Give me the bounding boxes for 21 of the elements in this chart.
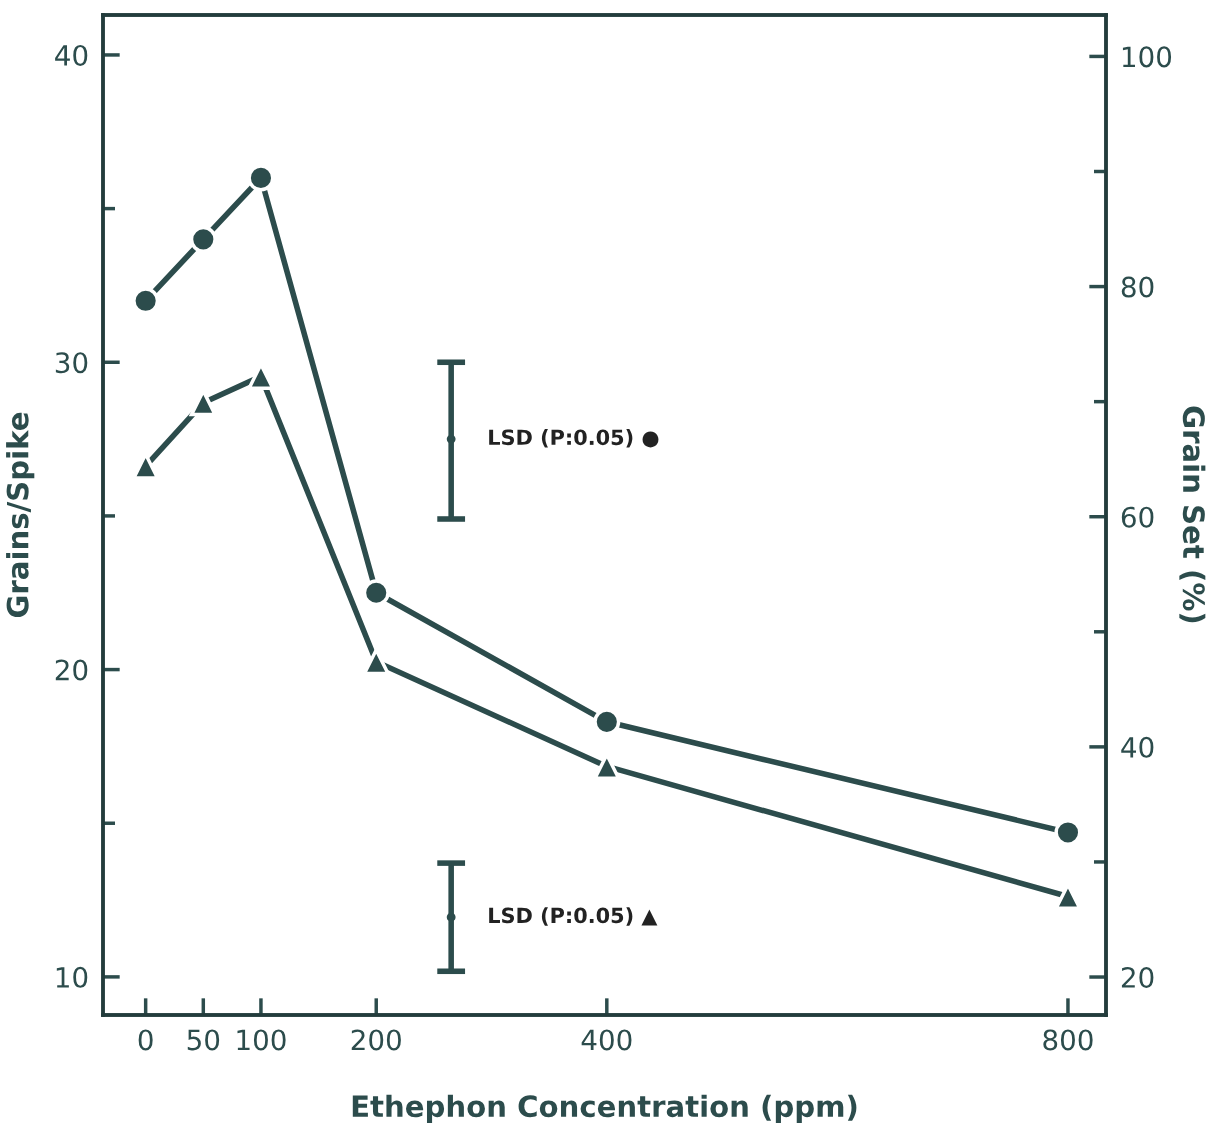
x-axis-title: Ethephon Concentration (ppm): [352, 1094, 857, 1123]
x-tick-label: 400: [581, 1029, 632, 1051]
y2-tick-label: 20: [1121, 966, 1154, 988]
y-tick-label: 30: [55, 352, 88, 374]
y-tick-label: 40: [55, 44, 88, 66]
y2-tick-label: 60: [1121, 506, 1154, 528]
x-tick-label: 800: [1043, 1029, 1093, 1051]
y2-tick-label: 40: [1121, 736, 1154, 758]
y-tick-label: 20: [55, 659, 88, 681]
y2-axis-title: Grain Set (%): [1179, 406, 1206, 623]
y2-tick-label: 80: [1121, 276, 1154, 298]
x-tick-label: 50: [187, 1029, 220, 1051]
x-tick-label: 0: [138, 1029, 153, 1051]
y-axis-title: Grains/Spike: [6, 412, 35, 618]
point: [189, 225, 217, 253]
y-tick-label: 10: [56, 966, 88, 988]
series-label: LSD (P:0.05) ▲: [489, 907, 658, 926]
series-label: LSD (P:0.05) ●: [489, 429, 659, 448]
x-tick-label: 200: [351, 1029, 401, 1051]
x-tick-label: 100: [237, 1029, 286, 1051]
y2-tick-label: 100: [1122, 46, 1172, 68]
